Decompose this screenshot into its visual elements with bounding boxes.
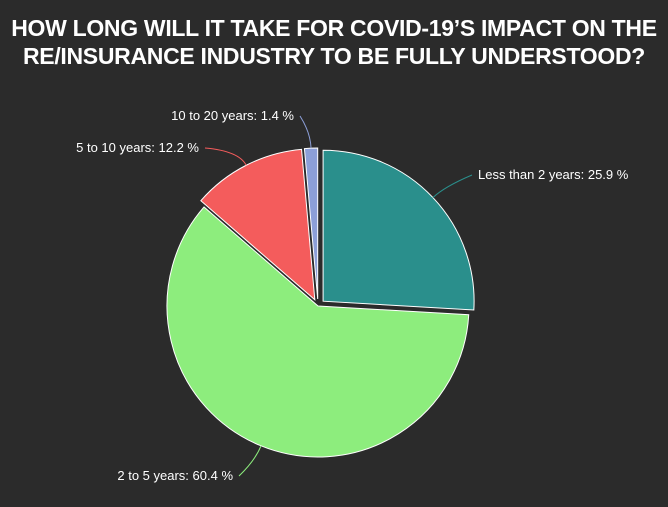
label-connector — [432, 174, 473, 198]
data-label: Less than 2 years: 25.9 % — [478, 167, 629, 182]
pie-slice-less-than-2-years — [322, 149, 475, 311]
label-connectors — [204, 115, 473, 477]
label-connector — [238, 445, 262, 477]
data-labels: Less than 2 years: 25.9 % 2 to 5 years: 6… — [76, 108, 629, 483]
chart-title-line-2: RE/INSURANCE INDUSTRY TO BE FULLY UNDERS… — [22, 43, 646, 69]
chart-title-line-1: HOW LONG WILL IT TAKE FOR COVID-19’S IMP… — [11, 15, 657, 41]
chart-title: HOW LONG WILL IT TAKE FOR COVID-19’S IMP… — [0, 14, 668, 70]
data-label: 10 to 20 years: 1.4 % — [171, 108, 294, 123]
data-label: 2 to 5 years: 60.4 % — [117, 468, 233, 483]
pie-slices — [166, 147, 475, 458]
label-connector — [204, 147, 247, 166]
data-label: 5 to 10 years: 12.2 % — [76, 140, 199, 155]
pie-slice-2-to-5-years — [166, 206, 470, 458]
pie-slice-10-to-20-years — [303, 147, 319, 300]
label-connector — [299, 115, 312, 149]
